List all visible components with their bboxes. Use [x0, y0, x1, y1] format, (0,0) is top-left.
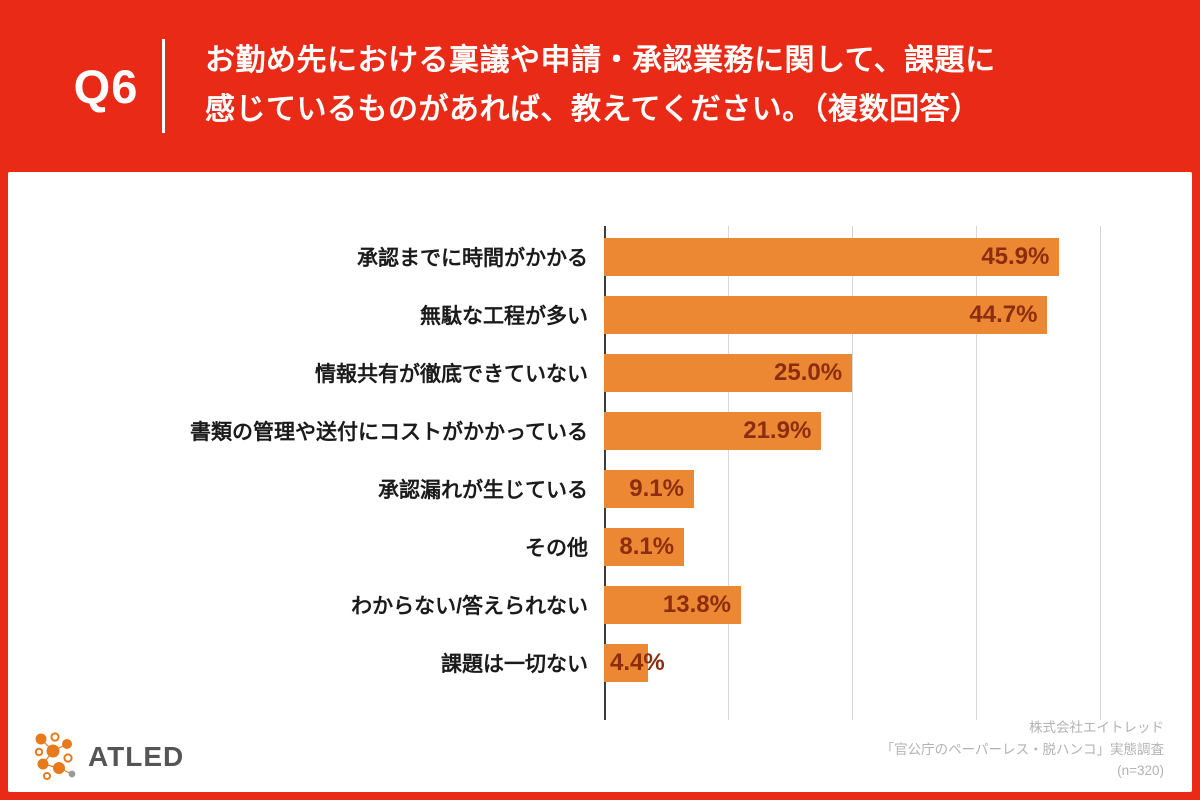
bar [604, 296, 1048, 334]
bar-track: 44.7% [604, 286, 1100, 344]
bar-row: 課題は一切ない 4.4% [28, 634, 1192, 692]
source-line-survey: 「官公庁のペーパーレス・脱ハンコ」実態調査 [880, 741, 1164, 757]
category-label: 承認漏れが生じている [378, 479, 588, 502]
header-divider [162, 39, 165, 133]
bar-row: 情報共有が徹底できていない 25.0% [28, 344, 1192, 402]
grid-line [976, 226, 977, 720]
atled-logo-icon [34, 732, 76, 780]
bar-track: 25.0% [604, 344, 1100, 402]
source-note: 株式会社エイトレッド 「官公庁のペーパーレス・脱ハンコ」実態調査 (n=320) [881, 717, 1164, 782]
bar-track: 8.1% [604, 518, 1100, 576]
question-header: Q6 お勤め先における稟議や申請・承認業務に関して、課題に 感じているものがあれ… [0, 0, 1200, 172]
bar-row: その他 8.1% [28, 518, 1192, 576]
value-label: 45.9% [981, 243, 1050, 270]
panel-footer: ATLED 株式会社エイトレッド 「官公庁のペーパーレス・脱ハンコ」実態調査 (… [32, 717, 1164, 782]
category-label: 情報共有が徹底できていない [315, 363, 588, 386]
bar-row: わからない/答えられない 13.8% [28, 576, 1192, 634]
value-label: 13.8% [662, 591, 731, 618]
bar [604, 412, 822, 450]
bar [604, 354, 852, 392]
bar-row: 承認漏れが生じている 9.1% [28, 460, 1192, 518]
grid-line [852, 226, 853, 720]
bar [604, 528, 685, 566]
category-label: わからない/答えられない [351, 595, 588, 618]
category-label: 承認までに時間がかかる [357, 247, 588, 270]
category-label: 書類の管理や送付にコストがかかっている [190, 421, 588, 444]
category-label: 無駄な工程が多い [420, 305, 588, 328]
grid-line [728, 226, 729, 720]
category-label: その他 [525, 537, 588, 560]
question-title: お勤め先における稟議や申請・承認業務に関して、課題に 感じているものがあれば、教… [205, 37, 996, 134]
bar-track: 45.9% [604, 228, 1100, 286]
atled-logo: ATLED [32, 732, 184, 782]
bar-chart: 承認までに時間がかかる 45.9% 無駄な工程が多い 44.7% 情報共有が徹底できてい… [8, 226, 1192, 720]
value-label: 4.4% [610, 649, 665, 676]
question-title-line2: 感じているものがあれば、教えてください。（複数回答） [205, 93, 981, 126]
bar-rows: 承認までに時間がかかる 45.9% 無駄な工程が多い 44.7% 情報共有が徹底できてい… [28, 228, 1192, 692]
value-label: 25.0% [774, 359, 843, 386]
category-label: 課題は一切ない [441, 653, 588, 676]
bar-track: 21.9% [604, 402, 1100, 460]
question-title-line1: お勤め先における稟議や申請・承認業務に関して、課題に [205, 44, 996, 78]
bar [604, 238, 1060, 276]
bar [604, 644, 648, 682]
bar [604, 586, 741, 624]
source-line-company: 株式会社エイトレッド [1029, 720, 1164, 736]
bar-track: 4.4% [604, 634, 1100, 692]
source-line-sample: (n=320) [1117, 763, 1164, 779]
bar-row: 承認までに時間がかかる 45.9% [28, 228, 1192, 286]
bar-row: 無駄な工程が多い 44.7% [28, 286, 1192, 344]
bar-track: 13.8% [604, 576, 1100, 634]
value-label: 21.9% [743, 417, 812, 444]
grid-line [1100, 226, 1101, 720]
bar-track: 9.1% [604, 460, 1100, 518]
value-label: 44.7% [969, 301, 1038, 328]
atled-logo-text: ATLED [88, 741, 185, 772]
value-label: 9.1% [629, 475, 684, 502]
question-number: Q6 [73, 59, 139, 113]
value-label: 8.1% [619, 533, 675, 560]
bar [604, 470, 695, 508]
chart-panel: 承認までに時間がかかる 45.9% 無駄な工程が多い 44.7% 情報共有が徹底できてい… [8, 172, 1192, 792]
bar-row: 書類の管理や送付にコストがかかっている 21.9% [28, 402, 1192, 460]
